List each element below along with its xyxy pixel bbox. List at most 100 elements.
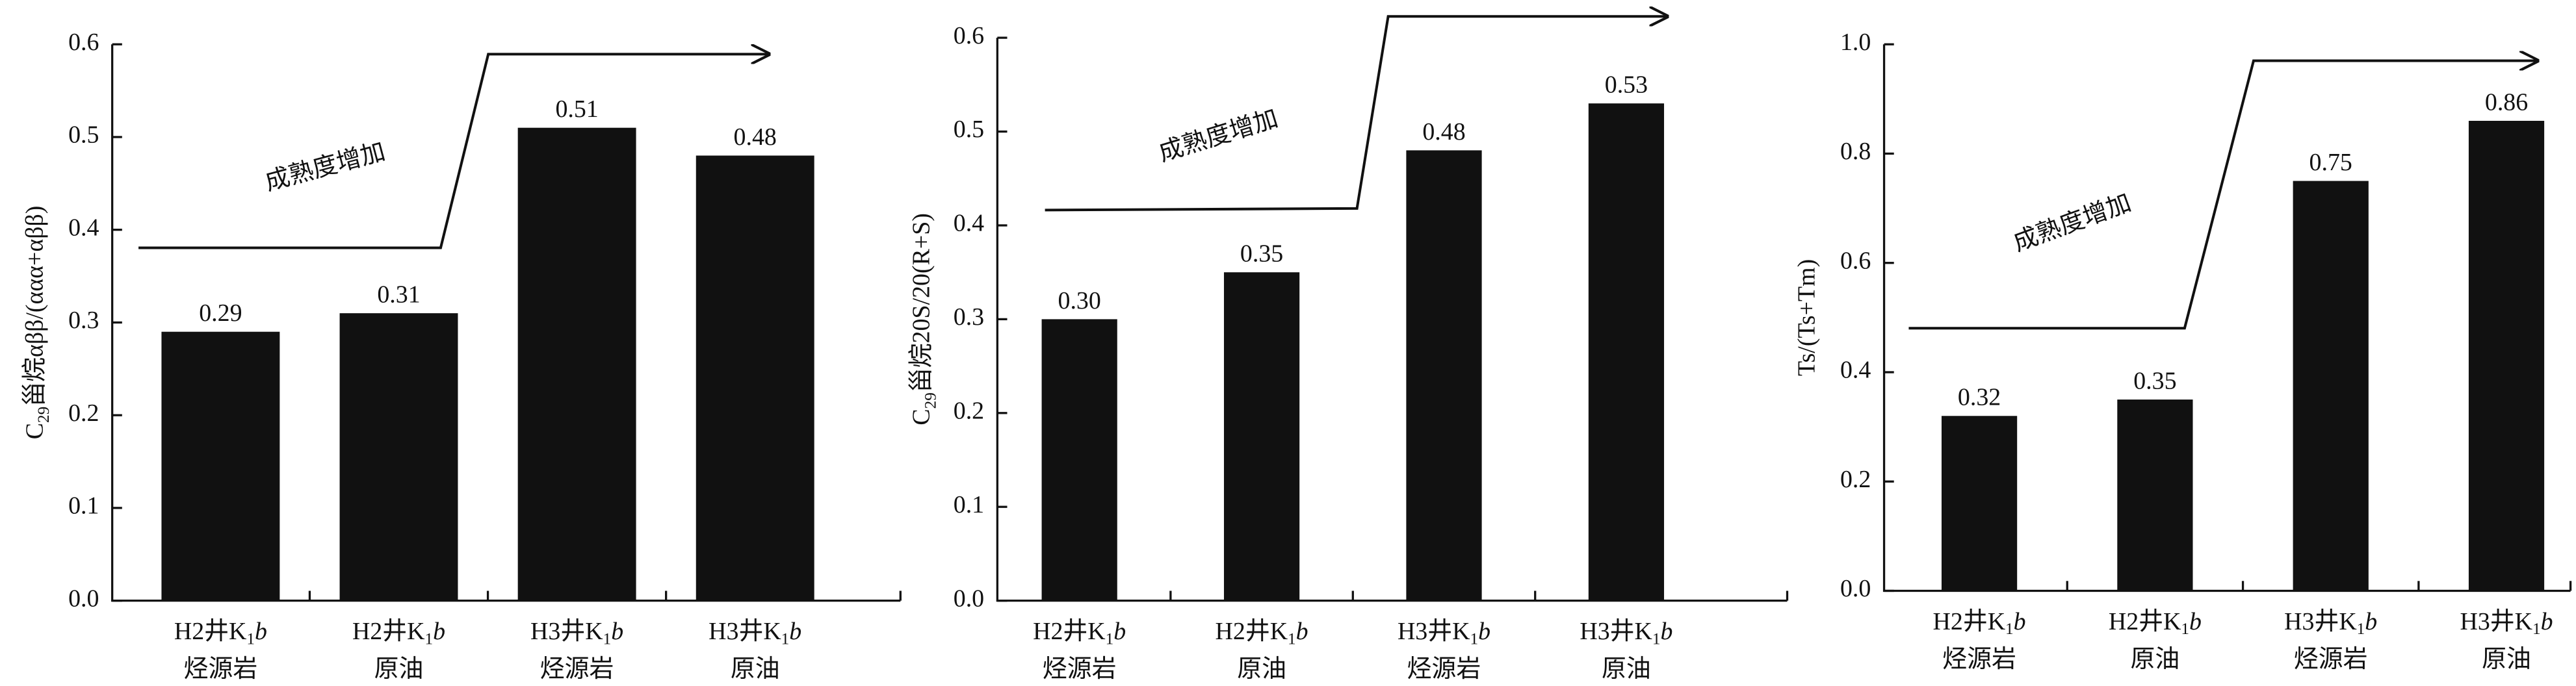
y-tick-label: 0.6 — [1840, 247, 1871, 274]
category-subscript: 1 — [1470, 629, 1478, 648]
category-italic: b — [1113, 618, 1126, 645]
bar — [1588, 103, 1665, 601]
category-kind: 原油 — [2482, 646, 2531, 673]
bar — [161, 331, 280, 601]
bar — [1223, 272, 1300, 601]
y-tick-label: 0.2 — [954, 397, 984, 424]
y-tick-label: 1.0 — [1840, 29, 1871, 56]
y-label-text: 甾烷20S/20(R+S) — [907, 213, 935, 392]
category-kind: 原油 — [2131, 646, 2180, 673]
category-well: H3井K — [530, 618, 603, 645]
annotation: 成熟度增加 — [1156, 105, 1281, 167]
category-subscript: 1 — [1288, 629, 1296, 648]
category-kind: 烃源岩 — [2294, 646, 2368, 673]
category-label: H2井K1b — [1216, 618, 1308, 648]
y-tick-label: 0.1 — [954, 491, 984, 518]
category-subscript: 1 — [2532, 620, 2541, 638]
category-subscript: 1 — [1106, 629, 1114, 648]
y-tick-label: 0.3 — [68, 307, 99, 334]
bar — [2468, 120, 2545, 591]
y-tick-label: 0.3 — [954, 303, 984, 331]
category-kind: 烃源岩 — [184, 655, 258, 683]
value-label: 0.35 — [2133, 367, 2176, 394]
y-tick-label: 0.2 — [68, 400, 99, 427]
category-well: H2井K — [352, 618, 425, 645]
category-subscript: 1 — [603, 629, 612, 648]
category-label: H3井K1b — [2284, 608, 2377, 638]
category-label: H3井K1b — [2460, 608, 2553, 638]
category-well: H3井K — [1580, 618, 1652, 645]
category-kind: 原油 — [731, 655, 780, 683]
category-label: H3井K1b — [530, 618, 623, 648]
y-tick-label: 0.0 — [954, 585, 984, 612]
value-label: 0.53 — [1605, 71, 1648, 99]
y-tick-label: 0.4 — [1840, 357, 1871, 384]
category-subscript: 1 — [781, 629, 790, 648]
y-axis-label: Ts/(Ts+Tm) — [1793, 259, 1820, 376]
category-subscript: 1 — [424, 629, 433, 648]
category-italic: b — [433, 618, 445, 645]
maturity-arrow — [1908, 60, 2538, 330]
category-subscript: 1 — [2005, 620, 2014, 638]
bar — [339, 313, 458, 601]
category-label: H2井K1b — [174, 618, 267, 648]
category-well: H3井K — [709, 618, 781, 645]
category-kind: 烃源岩 — [540, 655, 614, 683]
bar — [2117, 400, 2193, 591]
category-subscript: 1 — [1652, 629, 1661, 648]
category-well: H3井K — [2460, 608, 2532, 635]
maturity-arrow — [138, 54, 769, 249]
category-well: H2井K — [1216, 618, 1288, 645]
value-label: 0.29 — [199, 299, 242, 327]
category-kind: 烃源岩 — [1942, 646, 2016, 673]
annotation: 成熟度增加 — [262, 138, 388, 196]
category-label: H3井K1b — [1398, 618, 1490, 648]
category-well: H2井K — [1933, 608, 2006, 635]
category-well: H3井K — [2284, 608, 2357, 635]
value-label: 0.31 — [377, 281, 420, 309]
value-label: 0.48 — [1422, 118, 1465, 146]
value-label: 0.75 — [2309, 149, 2352, 176]
y-tick-label: 0.6 — [954, 22, 984, 49]
value-label: 0.86 — [2485, 88, 2528, 116]
y-tick-label: 0.1 — [68, 492, 99, 520]
y-label-subscript: 29 — [921, 392, 939, 409]
category-italic: b — [2014, 608, 2026, 635]
category-well: H3井K — [1398, 618, 1470, 645]
category-italic: b — [2365, 608, 2377, 635]
category-italic: b — [2189, 608, 2202, 635]
category-italic: b — [1478, 618, 1490, 645]
category-label: H2井K1b — [2109, 608, 2202, 638]
category-kind: 原油 — [374, 655, 424, 683]
bar — [1406, 150, 1482, 601]
value-label: 0.35 — [1240, 240, 1283, 268]
category-label: H2井K1b — [1033, 618, 1126, 648]
bar — [517, 127, 636, 601]
y-axis-label: C29甾烷αββ/(ααα+αββ) — [21, 206, 53, 440]
y-label-text: 甾烷αββ/(ααα+αββ) — [21, 206, 48, 407]
category-kind: 原油 — [1237, 655, 1286, 683]
y-tick-label: 0.8 — [1840, 138, 1871, 165]
category-well: H2井K — [2109, 608, 2181, 635]
y-tick-label: 0.0 — [68, 585, 99, 612]
y-tick-label: 0.6 — [68, 29, 99, 56]
category-kind: 烃源岩 — [1407, 655, 1481, 683]
category-italic: b — [1661, 618, 1673, 645]
bar — [1941, 416, 2018, 591]
category-label: H3井K1b — [1580, 618, 1672, 648]
category-label: H3井K1b — [709, 618, 801, 648]
category-subscript: 1 — [2357, 620, 2365, 638]
annotation: 成熟度增加 — [2010, 189, 2135, 257]
y-label-text: C — [21, 423, 48, 439]
category-subscript: 1 — [2181, 620, 2189, 638]
category-kind: 烃源岩 — [1043, 655, 1117, 683]
category-kind: 原油 — [1602, 655, 1651, 683]
category-label: H2井K1b — [1933, 608, 2026, 638]
bar — [2293, 181, 2369, 591]
category-subscript: 1 — [246, 629, 255, 648]
y-label-text: C — [907, 409, 935, 425]
y-tick-label: 0.4 — [68, 214, 99, 241]
value-label: 0.51 — [555, 95, 598, 123]
y-tick-label: 0.5 — [68, 121, 99, 149]
category-label: H2井K1b — [352, 618, 445, 648]
